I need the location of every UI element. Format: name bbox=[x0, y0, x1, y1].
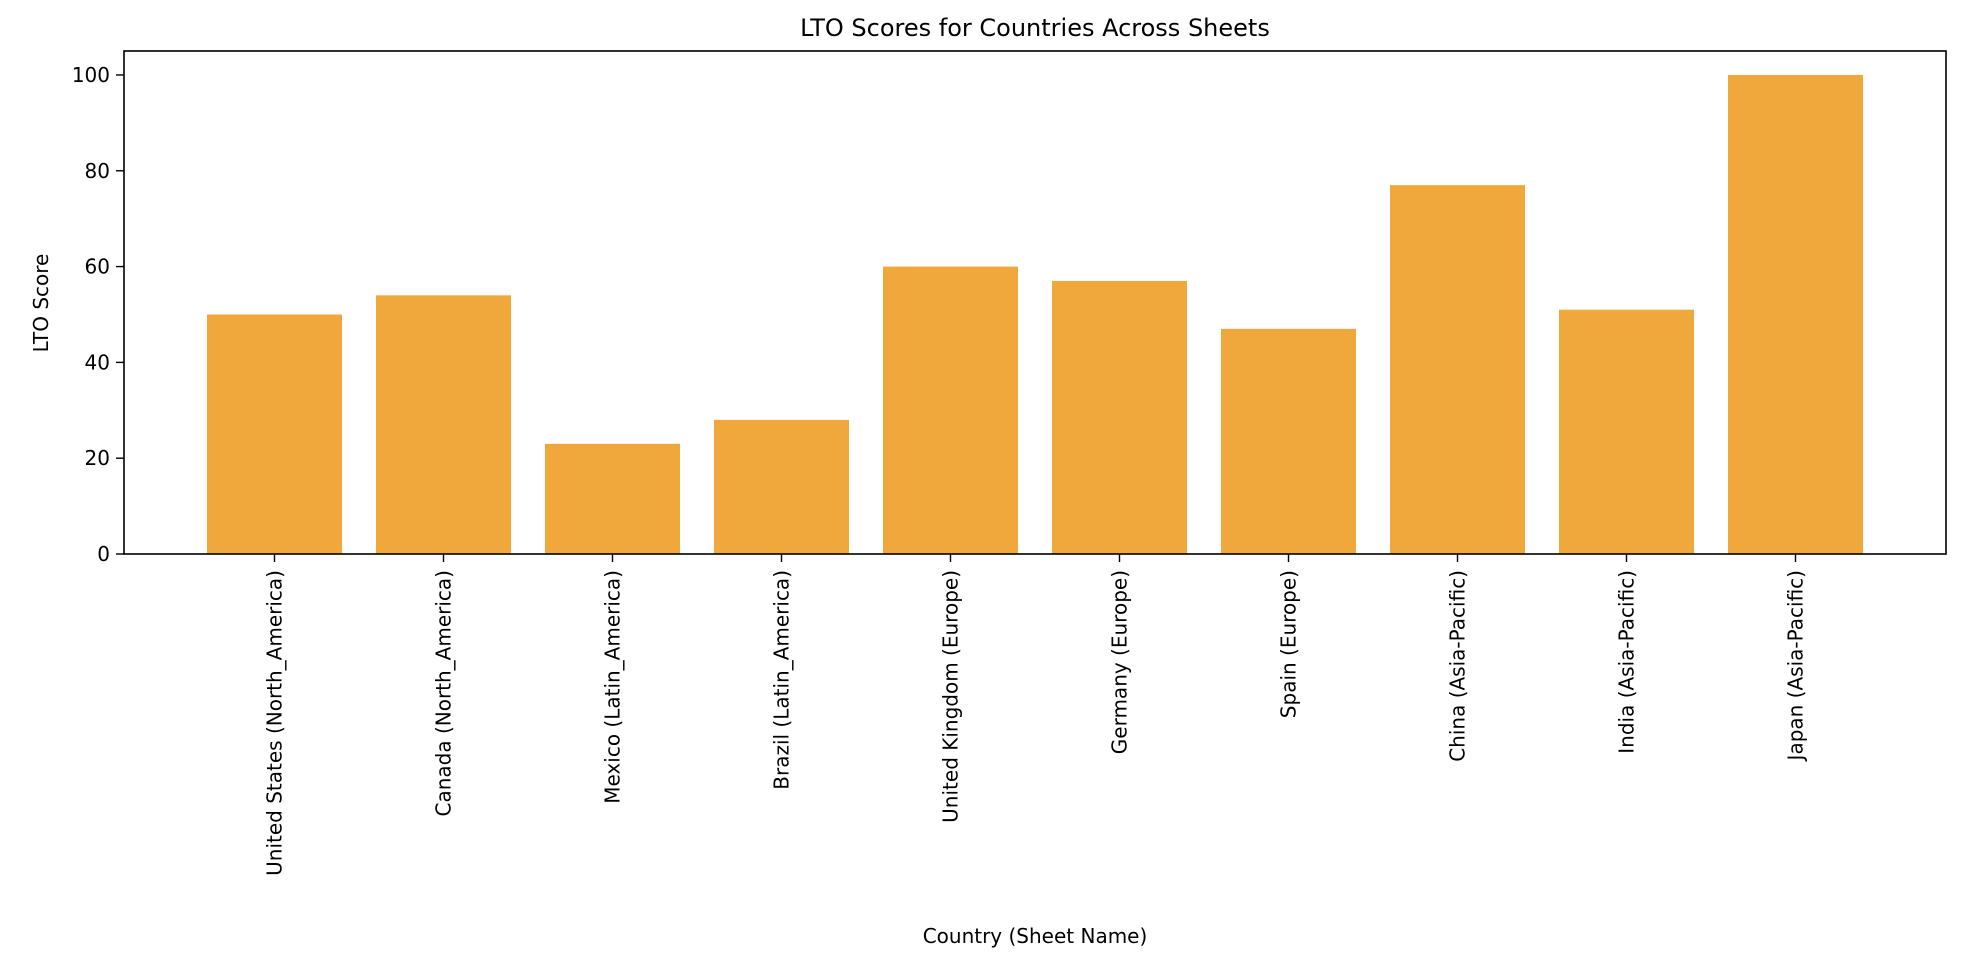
bars-group bbox=[207, 74, 1863, 554]
x-tick-label: India (Asia-Pacific) bbox=[1615, 570, 1639, 754]
bar-2 bbox=[376, 295, 511, 554]
y-tick-label: 60 bbox=[85, 255, 110, 279]
y-tick-label: 80 bbox=[85, 159, 110, 183]
y-axis-ticks: 0 20 40 60 80 100 bbox=[72, 63, 124, 566]
bar-5 bbox=[883, 266, 1018, 554]
y-tick-label: 20 bbox=[85, 446, 110, 470]
bar-10 bbox=[1728, 74, 1863, 554]
x-tick-label: Mexico (Latin_America) bbox=[601, 570, 625, 804]
x-tick-label: Japan (Asia-Pacific) bbox=[1784, 570, 1808, 762]
y-tick-label: 0 bbox=[97, 542, 110, 566]
x-tick-label: Canada (North_America) bbox=[432, 570, 456, 817]
x-tick-label: Brazil (Latin_America) bbox=[770, 570, 794, 790]
bar-4 bbox=[714, 419, 849, 554]
x-tick-label: United Kingdom (Europe) bbox=[939, 570, 963, 823]
bar-8 bbox=[1390, 185, 1525, 554]
y-tick-label: 100 bbox=[72, 63, 110, 87]
x-tick-label: Spain (Europe) bbox=[1277, 570, 1301, 718]
bar-3 bbox=[545, 443, 680, 554]
bar-1 bbox=[207, 314, 342, 554]
y-axis-label: LTO Score bbox=[29, 254, 53, 353]
bar-9 bbox=[1559, 309, 1694, 554]
chart-title: LTO Scores for Countries Across Sheets bbox=[800, 14, 1270, 42]
y-tick-label: 40 bbox=[85, 350, 110, 374]
x-tick-label: Germany (Europe) bbox=[1108, 570, 1132, 754]
x-tick-label: China (Asia-Pacific) bbox=[1446, 570, 1470, 762]
x-tick-label: United States (North_America) bbox=[263, 570, 287, 876]
bar-7 bbox=[1221, 328, 1356, 554]
x-axis-label: Country (Sheet Name) bbox=[923, 924, 1148, 948]
bar-6 bbox=[1052, 280, 1187, 554]
plot-area-frame bbox=[123, 50, 1947, 555]
x-axis-ticks: United States (North_America) Canada (Nor… bbox=[263, 554, 1808, 876]
